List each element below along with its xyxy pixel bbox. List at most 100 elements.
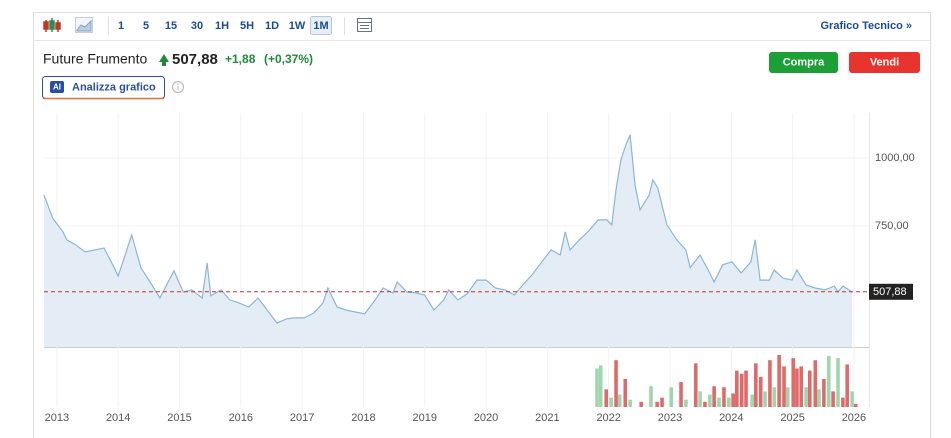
interval-button[interactable]: 1W xyxy=(289,20,306,32)
x-tick-label: 2025 xyxy=(780,412,804,424)
volume-bar xyxy=(813,360,818,407)
price: 507,88 xyxy=(172,51,218,68)
volume-bar xyxy=(750,394,754,407)
volume-bar xyxy=(768,360,772,407)
volume-bar xyxy=(850,391,854,407)
volume-bar xyxy=(708,394,712,407)
volume-bar xyxy=(595,368,599,407)
x-tick-label: 2013 xyxy=(45,412,69,424)
volume-bar xyxy=(623,378,628,407)
ai-badge: AI xyxy=(53,83,61,92)
interval-button[interactable]: 5 xyxy=(143,20,149,32)
technical-chart-link[interactable]: Grafico Tecnico » xyxy=(821,20,913,32)
volume-bar xyxy=(853,403,858,407)
volume-bar xyxy=(822,378,826,407)
interval-button[interactable]: 1M xyxy=(313,20,328,32)
y-tick-label: 1000,00 xyxy=(875,152,915,164)
volume-bar xyxy=(628,399,632,407)
volume-bar xyxy=(639,401,643,407)
volume-bar xyxy=(799,366,804,407)
volume-bar xyxy=(727,397,731,407)
interval-button[interactable]: 15 xyxy=(165,20,177,32)
x-tick-label: 2015 xyxy=(167,412,191,424)
last-price-label: 507,88 xyxy=(873,286,907,298)
volume-bar xyxy=(731,393,735,407)
instrument-name: Future Frumento xyxy=(43,51,147,67)
x-tick-label: 2023 xyxy=(658,412,682,424)
x-tick-label: 2024 xyxy=(719,412,743,424)
price-area xyxy=(44,134,853,347)
volume-bar xyxy=(744,370,748,407)
volume-bar xyxy=(669,387,674,407)
interval-button[interactable]: 1 xyxy=(118,20,124,32)
x-tick-label: 2022 xyxy=(596,412,620,424)
x-tick-label: 2014 xyxy=(106,412,130,424)
volume-bar xyxy=(831,391,835,407)
x-tick-label: 2026 xyxy=(842,412,866,424)
volume-bar xyxy=(698,391,702,407)
volume-bar xyxy=(660,397,664,407)
ai-label: Analizza grafico xyxy=(72,81,156,93)
table-icon[interactable] xyxy=(357,18,372,32)
last-price-box xyxy=(869,283,913,300)
volume-bar xyxy=(655,401,659,407)
interval-button[interactable]: 1H xyxy=(215,20,229,32)
volume-bar xyxy=(785,387,790,407)
volume-bar xyxy=(717,397,721,407)
chart: 2013 2014 2015 2016 2017 2018 2019 2020 2021 2022… xyxy=(43,113,915,424)
x-tick-label: 2018 xyxy=(351,412,375,424)
volume-bar xyxy=(817,389,821,407)
x-tick-label: 2017 xyxy=(290,412,314,424)
volume-bar xyxy=(795,368,799,407)
volume-bar xyxy=(598,365,603,407)
info-icon[interactable] xyxy=(172,81,184,93)
volume-bar xyxy=(826,356,831,407)
active-interval-box xyxy=(310,16,332,35)
area-icon[interactable] xyxy=(75,17,93,33)
interval-button[interactable]: 5H xyxy=(240,20,254,32)
volume-bar xyxy=(782,366,786,407)
buy-label: Compra xyxy=(783,56,825,68)
volume-bar xyxy=(739,373,744,407)
volume-bar xyxy=(722,387,726,407)
volume-bar xyxy=(777,355,781,407)
interval-button[interactable]: 1D xyxy=(265,20,279,32)
x-tick-label: 2020 xyxy=(474,412,498,424)
sell-button[interactable]: Vendi xyxy=(849,52,920,73)
x-tick-label: 2019 xyxy=(413,412,437,424)
price-line xyxy=(43,134,853,324)
volume-bar xyxy=(693,363,698,407)
volume-bar xyxy=(804,387,808,407)
volume-bar xyxy=(712,386,716,407)
volume-bar xyxy=(763,391,767,407)
interval-button[interactable]: 30 xyxy=(191,20,203,32)
volume-bar xyxy=(679,382,683,407)
volume-bar xyxy=(609,397,613,407)
volume-bar xyxy=(614,360,618,407)
x-tick-label: 2021 xyxy=(535,412,559,424)
widget-frame xyxy=(33,12,931,438)
candles-icon[interactable] xyxy=(43,18,61,32)
volume-bar xyxy=(703,401,707,407)
volume-bar xyxy=(754,363,758,407)
ai-button[interactable]: AI Analizza grafico xyxy=(42,76,165,100)
volume-bar xyxy=(649,386,653,407)
volume-bar xyxy=(807,370,812,407)
y-tick-label: 750,00 xyxy=(875,220,909,232)
sell-label: Vendi xyxy=(870,56,899,68)
volume-bar xyxy=(841,397,845,407)
volume-bar xyxy=(845,364,849,407)
volume-bar xyxy=(772,387,777,407)
change: +1,88 xyxy=(225,52,256,66)
volume-bar xyxy=(684,399,688,407)
volume-bar xyxy=(617,394,622,407)
change-percent: (+0,37%) xyxy=(264,52,313,66)
up-arrow xyxy=(159,54,169,66)
x-tick-label: 2016 xyxy=(229,412,253,424)
volume-bar xyxy=(758,376,763,407)
buy-button[interactable]: Compra xyxy=(769,52,838,73)
volume-bar xyxy=(735,370,739,407)
volume-bar xyxy=(604,389,609,407)
